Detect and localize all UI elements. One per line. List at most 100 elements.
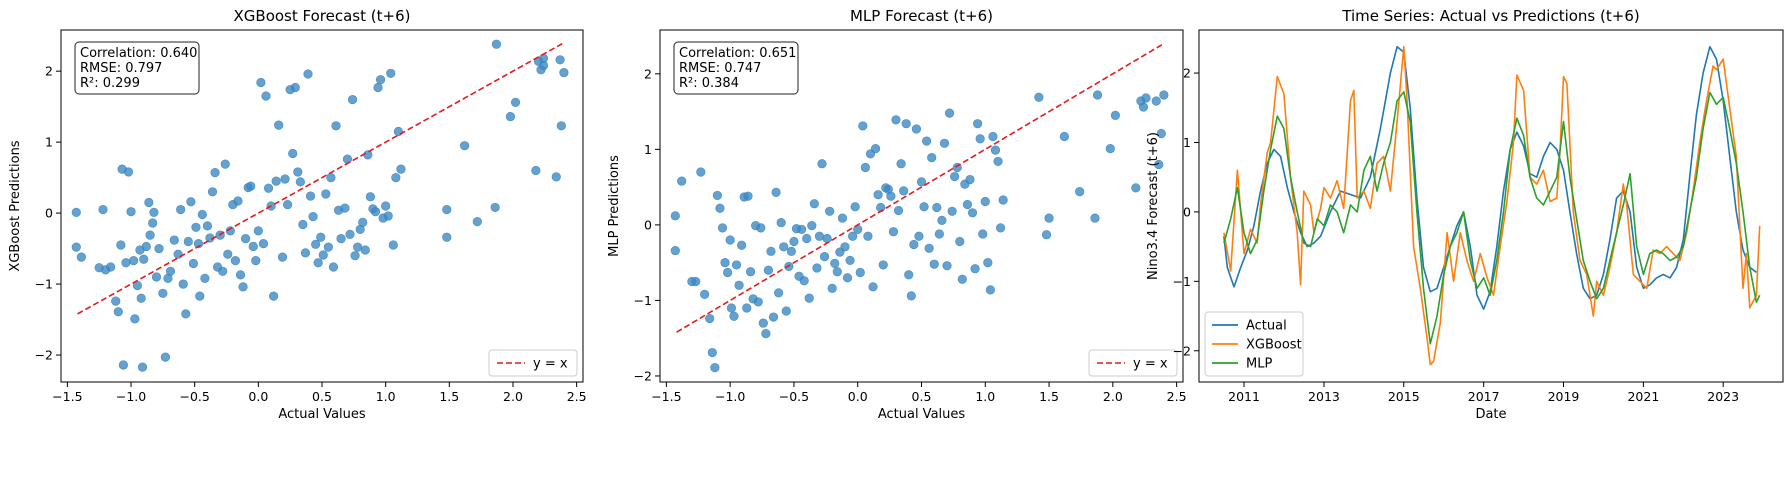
scatter-point — [870, 143, 881, 154]
x-tick-label: 2.0 — [503, 389, 523, 404]
x-axis-label: Actual Values — [878, 407, 966, 422]
scatter-point — [924, 243, 934, 253]
scatter-point — [442, 232, 452, 242]
scatter-point — [1159, 90, 1169, 100]
chart-title: XGBoost Forecast (t+6) — [234, 7, 411, 25]
scatter-point — [223, 249, 233, 259]
plot-area — [71, 39, 569, 372]
x-axis-label: Actual Values — [278, 407, 366, 422]
legend-label: Actual — [1246, 319, 1287, 334]
scatter-point — [490, 202, 500, 213]
scatter-point — [840, 242, 850, 252]
scatter-point — [280, 174, 290, 184]
x-tick-label: −1.0 — [715, 389, 745, 404]
scatter-point — [691, 276, 701, 287]
scatter-point — [899, 186, 909, 196]
scatter-point — [942, 261, 952, 271]
y-tick-label: 1 — [1183, 135, 1191, 150]
scatter-point — [491, 39, 502, 49]
stats-text: Correlation: 0.640 — [80, 46, 197, 61]
scatter-point — [832, 267, 842, 277]
scatter-point — [288, 148, 298, 159]
x-tick-label: 2021 — [1627, 389, 1659, 404]
scatter-point — [173, 249, 183, 259]
scatter-point — [305, 191, 316, 201]
scatter-point — [819, 252, 830, 262]
scatter-point — [183, 236, 193, 247]
scatter-point — [1141, 93, 1151, 103]
stats-box — [673, 41, 799, 95]
scatter-point — [988, 131, 998, 142]
scatter-point — [386, 68, 396, 78]
scatter-point — [993, 156, 1003, 167]
scatter-point — [781, 306, 791, 316]
scatter-point — [731, 260, 742, 270]
scatter-point — [148, 218, 158, 228]
scatter-point — [734, 280, 744, 290]
scatter-point — [391, 173, 401, 183]
scatter-point — [822, 233, 832, 244]
reference-line — [676, 42, 1165, 333]
scatter-point — [827, 283, 837, 293]
scatter-point — [753, 297, 763, 307]
scatter-point — [1131, 183, 1141, 193]
scatter-point — [696, 167, 706, 177]
scatter-point — [916, 177, 927, 187]
scatter-point — [799, 276, 809, 286]
scatter-point — [796, 224, 807, 235]
scatter-point — [442, 204, 452, 215]
y-tick-label: −1 — [1173, 274, 1191, 289]
scatter-point — [149, 207, 159, 217]
scatter-point — [965, 174, 975, 185]
scatter-point — [809, 199, 819, 209]
scatter-point — [347, 94, 358, 105]
scatter-point — [141, 241, 151, 252]
scatter-point — [181, 309, 191, 319]
scatter-point — [720, 258, 730, 268]
scatter-point — [531, 165, 541, 176]
scatter-point — [238, 282, 248, 292]
scatter-point — [178, 279, 188, 289]
scatter-point — [837, 213, 848, 223]
scatter-point — [970, 264, 980, 274]
scatter-point — [1092, 90, 1103, 100]
x-tick-label: −1.5 — [52, 389, 82, 404]
x-tick-label: 2013 — [1308, 389, 1340, 404]
scatter-point — [985, 285, 995, 295]
scatter-point — [538, 53, 549, 63]
scatter-point — [373, 82, 383, 93]
scatter-point — [121, 258, 131, 268]
scatter-point — [670, 245, 680, 256]
scatter-point — [919, 202, 929, 212]
scatter-point — [98, 204, 108, 215]
scatter-point — [326, 173, 336, 183]
scatter-point — [906, 291, 916, 301]
scatter-point — [202, 221, 213, 231]
x-tick-label: −1.5 — [651, 389, 681, 404]
scatter-point — [723, 267, 733, 278]
scatter-point — [873, 190, 883, 200]
scatter-point — [863, 231, 873, 241]
scatter-point — [1105, 143, 1115, 154]
scatter-point — [1034, 92, 1044, 102]
scatter-point — [763, 265, 774, 275]
scatter-point — [248, 241, 258, 252]
scatter-point — [195, 291, 205, 301]
scatter-point — [758, 318, 768, 328]
scatter-point — [909, 239, 919, 250]
scatter-point — [311, 239, 321, 249]
scatter-point — [901, 119, 911, 129]
scatter-point — [878, 260, 888, 270]
series-line-actual — [1223, 45, 1757, 310]
scatter-point — [123, 167, 134, 177]
scatter-point — [336, 234, 346, 244]
scatter-point — [842, 273, 853, 283]
scatter-point — [388, 240, 398, 250]
series-line-xgboost — [1223, 45, 1761, 366]
scatter-point — [130, 314, 140, 324]
scatter-point — [323, 242, 333, 252]
scatter-point — [128, 256, 139, 266]
scatter-point — [169, 235, 179, 245]
scatter-point — [939, 138, 950, 148]
scatter-point — [165, 266, 176, 276]
